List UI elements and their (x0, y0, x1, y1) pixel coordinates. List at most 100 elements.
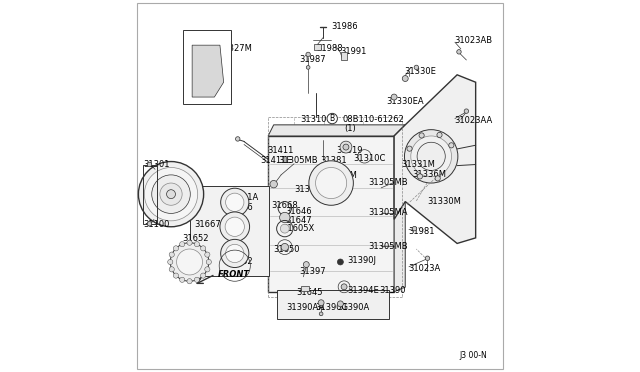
Text: 31605X: 31605X (282, 224, 314, 233)
Circle shape (195, 241, 200, 247)
Text: 31390J: 31390J (348, 256, 377, 265)
Text: 31379M: 31379M (294, 185, 328, 194)
Circle shape (417, 174, 422, 179)
Circle shape (200, 246, 206, 251)
Circle shape (236, 137, 240, 141)
Text: 31336M: 31336M (413, 170, 447, 179)
Text: 31390AA: 31390AA (287, 303, 325, 312)
Circle shape (195, 277, 200, 282)
Circle shape (309, 161, 353, 205)
Circle shape (343, 144, 349, 150)
Circle shape (404, 130, 458, 183)
Circle shape (457, 49, 461, 54)
Polygon shape (394, 75, 476, 243)
Text: 31390G: 31390G (316, 303, 349, 312)
Circle shape (340, 141, 352, 153)
Text: (1): (1) (344, 124, 356, 133)
Text: 31646: 31646 (285, 208, 312, 217)
Circle shape (407, 146, 412, 151)
Text: 31310C: 31310C (353, 154, 386, 163)
Circle shape (221, 239, 249, 267)
Circle shape (221, 188, 249, 217)
Circle shape (403, 76, 408, 81)
Text: 31023AA: 31023AA (454, 116, 492, 125)
Text: 08B110-61262: 08B110-61262 (342, 115, 404, 124)
Text: 31330M: 31330M (428, 197, 461, 206)
Text: J3 00-N: J3 00-N (459, 351, 487, 360)
Text: 31390A: 31390A (338, 303, 370, 312)
Circle shape (206, 259, 211, 264)
Text: 31335M: 31335M (324, 171, 358, 180)
Circle shape (225, 217, 244, 236)
Text: 31666: 31666 (227, 203, 253, 212)
Circle shape (177, 249, 202, 275)
Circle shape (435, 176, 440, 181)
Circle shape (187, 240, 192, 245)
Bar (183, 31, 231, 105)
Text: 31988: 31988 (316, 44, 343, 53)
Text: 31023A: 31023A (408, 264, 440, 273)
Circle shape (306, 52, 310, 57)
Text: 31991: 31991 (340, 47, 367, 56)
Circle shape (138, 161, 204, 227)
Circle shape (169, 267, 174, 272)
Circle shape (449, 143, 454, 148)
Polygon shape (268, 125, 405, 136)
Text: 31330E: 31330E (404, 67, 436, 76)
Text: 31986: 31986 (331, 22, 358, 31)
Text: 31305MA: 31305MA (368, 208, 408, 217)
Circle shape (152, 175, 190, 214)
Text: 31662: 31662 (227, 257, 253, 266)
Circle shape (307, 65, 310, 69)
Circle shape (414, 65, 419, 70)
Circle shape (280, 224, 289, 233)
Circle shape (226, 244, 244, 263)
Text: 31647: 31647 (285, 216, 312, 225)
Circle shape (147, 162, 152, 167)
Text: 31645: 31645 (297, 288, 323, 297)
Text: 31331M: 31331M (401, 160, 435, 169)
Circle shape (425, 256, 429, 260)
Bar (301, 286, 309, 291)
Circle shape (417, 142, 445, 170)
Text: 31305MB: 31305MB (278, 156, 318, 165)
Text: 31310: 31310 (301, 115, 327, 124)
Circle shape (226, 193, 244, 211)
Circle shape (168, 259, 173, 264)
Polygon shape (277, 290, 388, 320)
Text: 31390: 31390 (380, 286, 406, 295)
Text: 31667: 31667 (194, 221, 221, 230)
Circle shape (187, 279, 192, 284)
Circle shape (200, 273, 206, 278)
Circle shape (303, 262, 309, 267)
Circle shape (166, 190, 175, 199)
Circle shape (281, 243, 289, 251)
Text: 31650: 31650 (273, 244, 300, 253)
Circle shape (419, 133, 424, 138)
Circle shape (220, 212, 250, 241)
Polygon shape (268, 136, 394, 292)
Circle shape (327, 113, 337, 124)
Circle shape (147, 222, 152, 226)
Circle shape (270, 180, 277, 188)
Circle shape (160, 183, 182, 205)
Circle shape (170, 243, 209, 281)
Text: 31381: 31381 (320, 155, 347, 164)
Text: B: B (330, 114, 335, 123)
Circle shape (437, 132, 442, 138)
Text: 31327M: 31327M (218, 44, 252, 53)
Circle shape (205, 252, 210, 257)
Text: 31394E: 31394E (348, 286, 380, 295)
Polygon shape (189, 186, 269, 276)
Circle shape (145, 167, 198, 221)
Circle shape (180, 241, 185, 247)
Circle shape (316, 167, 347, 199)
Text: 31319: 31319 (337, 146, 363, 155)
Text: 31411: 31411 (268, 146, 294, 155)
Circle shape (169, 252, 174, 257)
Polygon shape (394, 125, 405, 292)
Circle shape (464, 109, 468, 113)
Circle shape (412, 227, 417, 231)
Text: 31305MB: 31305MB (368, 241, 408, 250)
Circle shape (319, 312, 323, 316)
